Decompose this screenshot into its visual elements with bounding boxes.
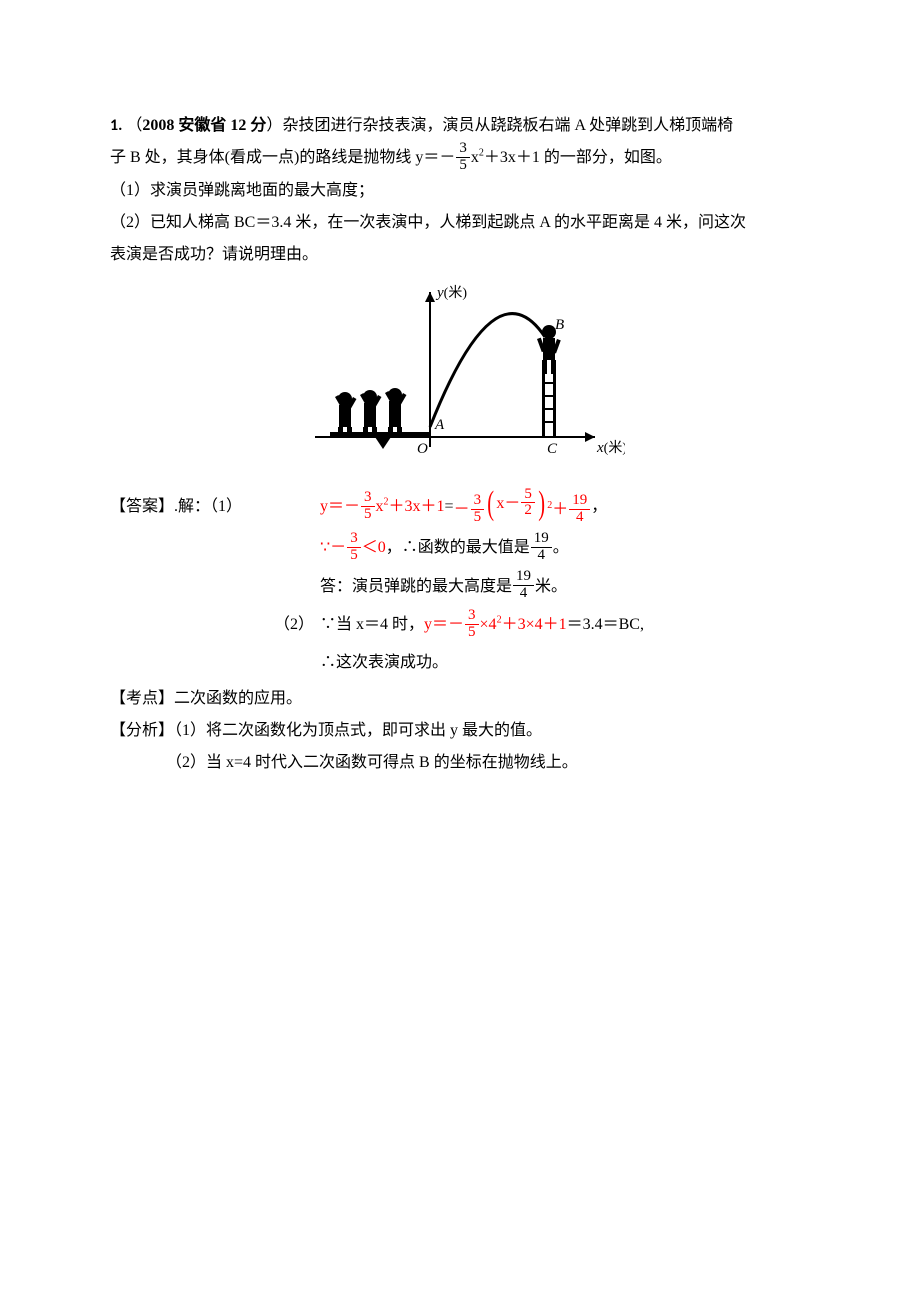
seesaw-group: [330, 388, 430, 449]
q-source-suffix: ）: [266, 117, 282, 134]
question-line1: 1. （2008 安徽省 12 分）杂技团进行杂技表演，演员从跷跷板右端 A 处…: [110, 110, 810, 142]
answer-line-2: ∵－35＜0 ，∴函数的最大值是194。: [110, 529, 810, 567]
fenxi-1: 【分析】（1）将二次函数化为顶点式，即可求出 y 最大的值。: [110, 715, 810, 747]
fenxi-p1: （1）将二次函数化为顶点式，即可求出 y 最大的值。: [174, 722, 542, 739]
answer-eq1: y＝－35x2＋3x＋1 = －35(x－52)2＋194 ，: [320, 485, 810, 530]
answer-prefix: .解：（1）: [174, 498, 242, 515]
answer-line-3: 答：演员弹跳的最大高度是194米。: [110, 568, 810, 606]
question-part2b: 表演是否成功？请说明理由。: [110, 239, 810, 271]
fenxi-2: （2）当 x=4 时代入二次函数可得点 B 的坐标在抛物线上。: [110, 747, 810, 779]
answer-part2-label: （2）: [110, 606, 320, 644]
question-part1: （1）求演员弹跳离地面的最大高度；: [110, 175, 810, 207]
kaodian: 【考点】二次函数的应用。: [110, 683, 810, 715]
q-text-2b: x: [471, 149, 479, 166]
answer-label: 【答案】: [110, 498, 174, 515]
frac-3-5: 35: [456, 141, 470, 174]
answer-block: 【答案】.解：（1） y＝－35x2＋3x＋1 = －35(x－52)2＋194…: [110, 485, 810, 683]
ladder-group: [537, 325, 561, 437]
point-b-label: B: [555, 317, 564, 333]
diagram: y(米) x(米) O A B C: [110, 277, 810, 479]
answer-conclusion: ∴这次表演成功。: [320, 644, 810, 682]
kaodian-label: 【考点】: [110, 690, 174, 707]
answer-line-5: ∴这次表演成功。: [110, 644, 810, 682]
answer-label-col: 【答案】.解：（1）: [110, 488, 320, 526]
q-text-2c: ＋3x＋1 的一部分，如图。: [484, 149, 672, 166]
origin-label: O: [417, 441, 428, 457]
kaodian-text: 二次函数的应用。: [174, 690, 302, 707]
q-source: 2008 安徽省 12 分: [142, 117, 266, 134]
point-c-label: C: [547, 441, 558, 457]
question-part2a: （2）已知人梯高 BC＝3.4 米，在一次表演中，人梯到起跳点 A 的水平距离是…: [110, 207, 810, 239]
answer-line-1: 【答案】.解：（1） y＝－35x2＋3x＋1 = －35(x－52)2＋194…: [110, 485, 810, 530]
x-axis-label: x(米): [596, 440, 625, 456]
answer-line-4: （2） ∵当 x＝4 时， y＝－35×42＋3×4＋1 ＝3.4＝BC,: [110, 606, 810, 644]
y-axis-label: y(米): [435, 285, 467, 301]
fenxi-label: 【分析】: [110, 722, 174, 739]
q-source-prefix: （: [126, 117, 142, 134]
diagram-svg: y(米) x(米) O A B C: [295, 277, 625, 467]
q-text-2a: 子 B 处，其身体(看成一点)的路线是抛物线 y＝－: [110, 149, 455, 166]
q-text-1a: 杂技团进行杂技表演，演员从跷跷板右端 A 处弹跳到人梯顶端椅: [282, 117, 733, 134]
q-number: 1.: [110, 116, 122, 135]
question-line2: 子 B 处，其身体(看成一点)的路线是抛物线 y＝－35x2＋3x＋1 的一部分…: [110, 142, 810, 175]
point-a-label: A: [434, 417, 445, 433]
fenxi-p2: （2）当 x=4 时代入二次函数可得点 B 的坐标在抛物线上。: [174, 754, 578, 771]
